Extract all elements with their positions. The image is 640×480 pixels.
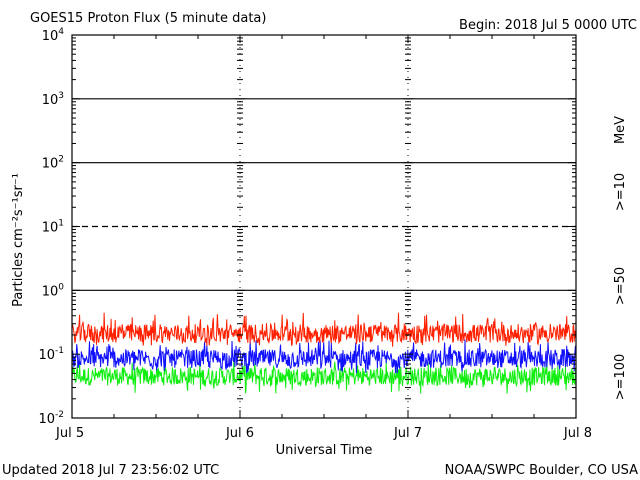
x-axis-label: Universal Time: [276, 443, 373, 458]
y-tick-base: 10: [38, 412, 55, 427]
legend-ge10: >=10: [613, 173, 628, 211]
x-tick-label: Jul 6: [225, 426, 254, 441]
y-tick-label: 10-1: [38, 346, 64, 363]
y-tick-label: 104: [42, 27, 65, 44]
begin-date: Begin: 2018 Jul 5 0000 UTC: [459, 18, 637, 33]
plot-frame: [71, 34, 577, 419]
y-tick-label: 103: [42, 91, 64, 108]
credit-text: NOAA/SWPC Boulder, CO USA: [445, 463, 638, 478]
y-tick-base: 10: [42, 284, 59, 299]
series-layer: [71, 312, 577, 394]
y-axis-label: Particles cm⁻²s⁻¹sr⁻¹: [11, 173, 26, 307]
y-tick-exponent: 2: [58, 155, 64, 165]
y-tick-label: 100: [42, 282, 65, 299]
legend-ge50: >=50: [613, 267, 628, 305]
x-tick-label: Jul 7: [393, 426, 422, 441]
x-tick-label: Jul 5: [55, 426, 84, 441]
series-line-ge10: [71, 312, 577, 347]
y-tick-exponent: 4: [58, 27, 64, 37]
legend-ge100: >=100: [613, 354, 628, 401]
chart-title: GOES15 Proton Flux (5 minute data): [30, 11, 266, 26]
y-tick-exponent: 3: [58, 91, 64, 101]
y-tick-base: 10: [42, 157, 59, 172]
x-tick-labels: Jul 5 Jul 6 Jul 7 Jul 8: [55, 426, 592, 441]
y-tick-label: 101: [42, 219, 64, 236]
y-tick-label: 10-2: [38, 410, 64, 427]
series-line-ge100: [71, 360, 577, 394]
y-tick-base: 10: [42, 29, 59, 44]
y-tick-exponent: 0: [58, 282, 64, 292]
y-tick-base: 10: [42, 93, 59, 108]
reference-lines: [72, 35, 576, 418]
legend-unit: MeV: [613, 116, 628, 144]
axis-ticks: [71, 35, 577, 419]
y-tick-base: 10: [38, 348, 55, 363]
y-tick-base: 10: [42, 221, 59, 236]
series-line-ge50: [71, 339, 577, 374]
y-tick-exponent: -2: [55, 410, 64, 420]
y-tick-label: 102: [42, 155, 64, 172]
y-tick-exponent: -1: [55, 346, 64, 356]
y-tick-exponent: 1: [58, 219, 64, 229]
updated-timestamp: Updated 2018 Jul 7 23:56:02 UTC: [2, 463, 219, 478]
x-tick-label: Jul 8: [563, 426, 592, 441]
